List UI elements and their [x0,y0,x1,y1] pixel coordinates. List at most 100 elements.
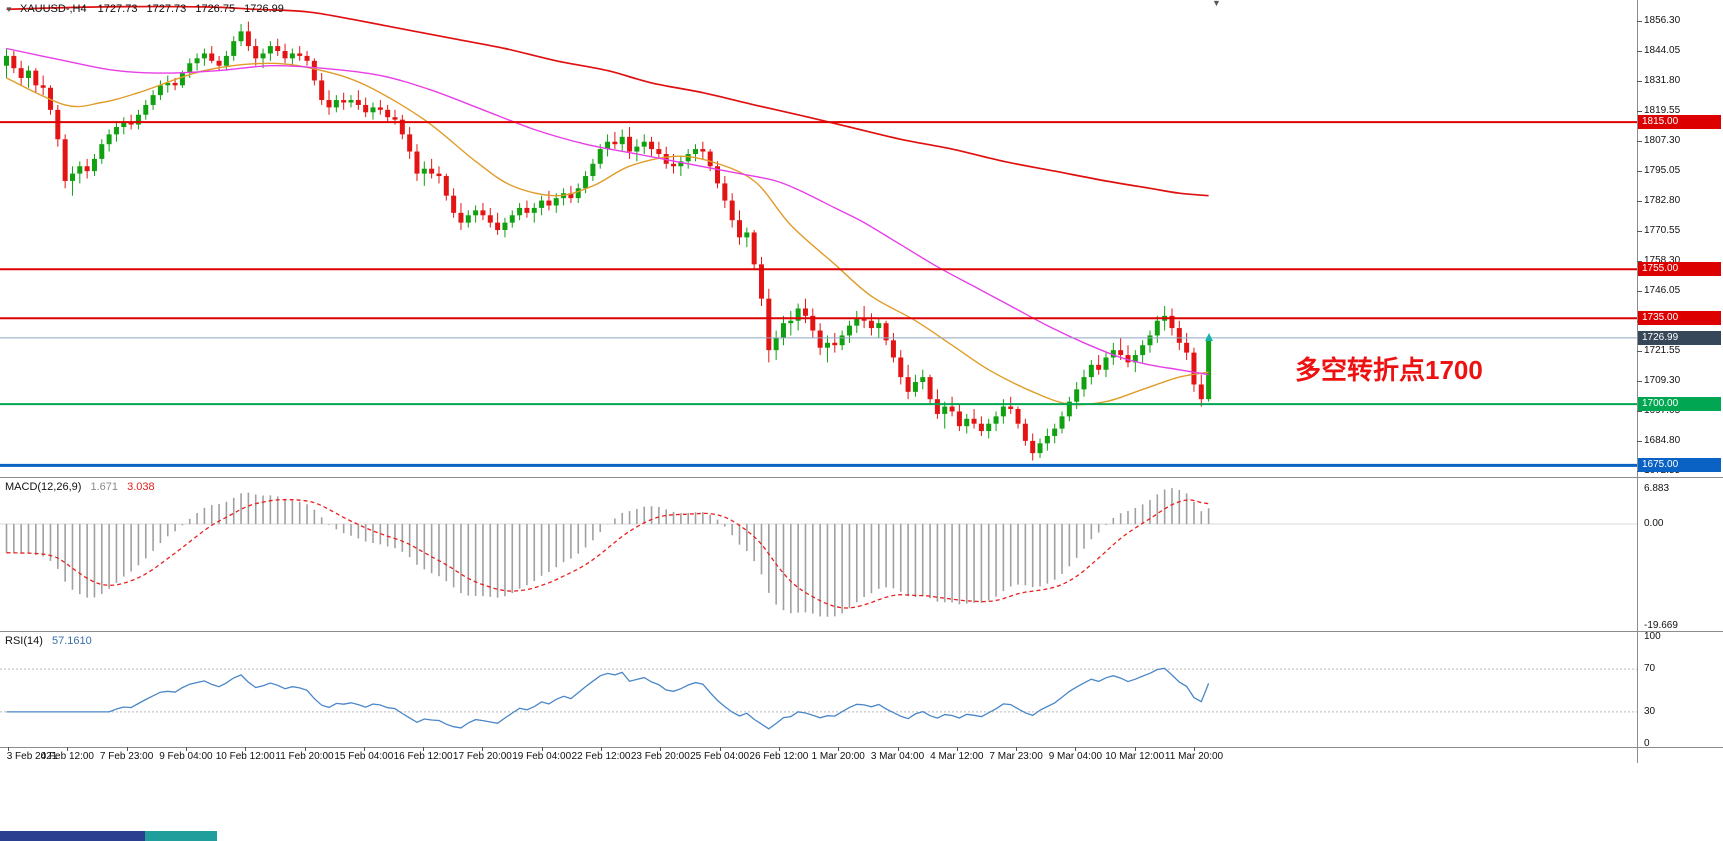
time-label: 17 Feb 20:00 [452,751,512,762]
time-label: 25 Feb 04:00 [690,751,750,762]
time-label: 7 Mar 23:00 [989,751,1043,762]
price-tick-label: 1782.80 [1644,195,1681,207]
price-box-1815.00[interactable]: 1815.00 [1638,115,1721,130]
price-tick-dash [1637,201,1642,203]
price-tick-label: 1856.30 [1644,14,1681,26]
time-label: 4 Feb 12:00 [40,751,94,762]
ma-mid-magenta[interactable] [6,47,1209,376]
time-tick [67,747,69,751]
price-tick-label: 1807.30 [1644,135,1681,146]
time-tick [304,747,306,751]
time-tick [1134,747,1136,751]
time-label: 3 Mar 04:00 [870,751,925,762]
price-tick-dash [1637,171,1642,172]
macd-signal-value: 3.038 [127,481,155,493]
candles-layer[interactable] [4,21,1212,461]
price-tick-dash [1637,411,1642,413]
price-tick-dash [1637,291,1642,293]
rsi-axis-label: 0 [1644,738,1650,749]
price-tick-dash [1637,351,1642,353]
annotation-text[interactable]: 多空转折点1700 [1295,355,1483,385]
time-label: 3 Feb 2021 [6,751,58,762]
macd-indicator-chart[interactable] [0,478,1637,630]
price-tick-label: 1746.05 [1644,285,1681,297]
time-label: 4 Mar 12:00 [930,751,984,762]
time-tick [660,747,662,751]
taskbar-fragment-2[interactable] [145,831,217,841]
time-tick [126,747,128,751]
time-axis-line [0,747,1723,748]
panel-separator-rsi[interactable] [0,631,1723,632]
taskbar-fragment-1[interactable] [0,831,145,841]
time-label: 7 Feb 23:00 [99,751,154,762]
price-tick-dash [1637,441,1642,443]
ohlc-low-value: 1726.75 [195,3,236,15]
time-label: 23 Feb 20:00 [630,751,690,762]
price-tick-dash [1637,111,1642,112]
ma-fast-orange[interactable] [6,62,1209,406]
macd-header: MACD(12,26,9) 1.671 3.038 [5,481,155,493]
symbol-timeframe-label: XAUUSD-,H4 [19,3,87,15]
time-label: 22 Feb 12:00 [571,751,631,762]
time-tick [778,747,780,751]
time-label: 10 Feb 12:00 [215,751,275,762]
price-tick-label: 1721.55 [1644,345,1681,357]
rsi-value: 57.1610 [51,635,92,647]
price-tick-dash [1637,141,1642,142]
macd-main-value: 1.671 [90,481,119,493]
time-label: 9 Feb 04:00 [159,751,213,762]
time-label: 11 Feb 20:00 [275,751,334,762]
chart-header: ▼ XAUUSD-,H4 1727.73 1727.73 1726.75 172… [5,3,290,15]
main-price-chart[interactable] [0,0,1637,478]
panel-separator-macd[interactable] [0,477,1723,478]
up-arrow-marker-icon[interactable] [1205,333,1213,341]
price-tick-dash [1637,231,1642,233]
price-box-1726.99: 1726.99 [1638,330,1721,345]
time-tick [897,747,899,751]
time-label: 15 Feb 04:00 [334,751,394,762]
chart-shift-marker-icon[interactable]: ▼ [1212,0,1221,8]
rsi-axis-label: 70 [1644,663,1656,675]
ohlc-high-value: 1727.73 [146,3,187,15]
price-box-1755.00[interactable]: 1755.00 [1638,262,1721,277]
time-tick [1075,747,1077,751]
rsi-axis-label: 100 [1644,631,1661,642]
rsi-axis-label: 30 [1644,705,1656,717]
time-label: 26 Feb 12:00 [749,751,809,762]
time-tick [185,747,187,751]
time-label: 19 Feb 04:00 [512,751,572,762]
time-tick [1194,747,1195,751]
time-tick [719,747,721,751]
rsi-indicator-chart[interactable] [0,632,1637,747]
ohlc-close-value: 1726.99 [244,3,284,15]
price-tick-label: 1770.55 [1644,225,1681,237]
macd-title: MACD(12,26,9) [5,481,82,493]
time-label: 16 Feb 12:00 [393,751,453,762]
time-label: 11 Mar 20:00 [1164,751,1224,762]
time-tick [601,747,602,751]
price-tick-dash [1637,50,1642,52]
price-tick-dash [1637,80,1642,82]
time-tick [838,747,840,751]
price-box-1675.00[interactable]: 1675.00 [1638,458,1721,473]
time-tick [482,747,484,751]
time-label: 1 Mar 20:00 [811,751,865,762]
price-tick-label: 1709.30 [1644,375,1681,387]
time-tick [956,747,958,751]
price-tick-label: 1795.05 [1644,165,1681,176]
macd-axis-label: 0.00 [1644,518,1664,530]
macd-signal-line [6,499,1209,609]
ma-slow-red[interactable] [6,5,1209,197]
collapse-chart-icon[interactable]: ▼ [5,5,13,14]
price-tick-label: 1831.80 [1644,74,1681,86]
price-tick-dash [1637,381,1642,383]
price-box-1735.00[interactable]: 1735.00 [1638,311,1721,326]
time-tick [8,747,9,751]
time-label: 9 Mar 04:00 [1048,751,1103,762]
time-tick [363,747,365,751]
time-tick [423,747,425,751]
rsi-header: RSI(14) 57.1610 [5,635,92,647]
price-box-1700.00[interactable]: 1700.00 [1638,397,1721,412]
time-tick [541,747,543,751]
